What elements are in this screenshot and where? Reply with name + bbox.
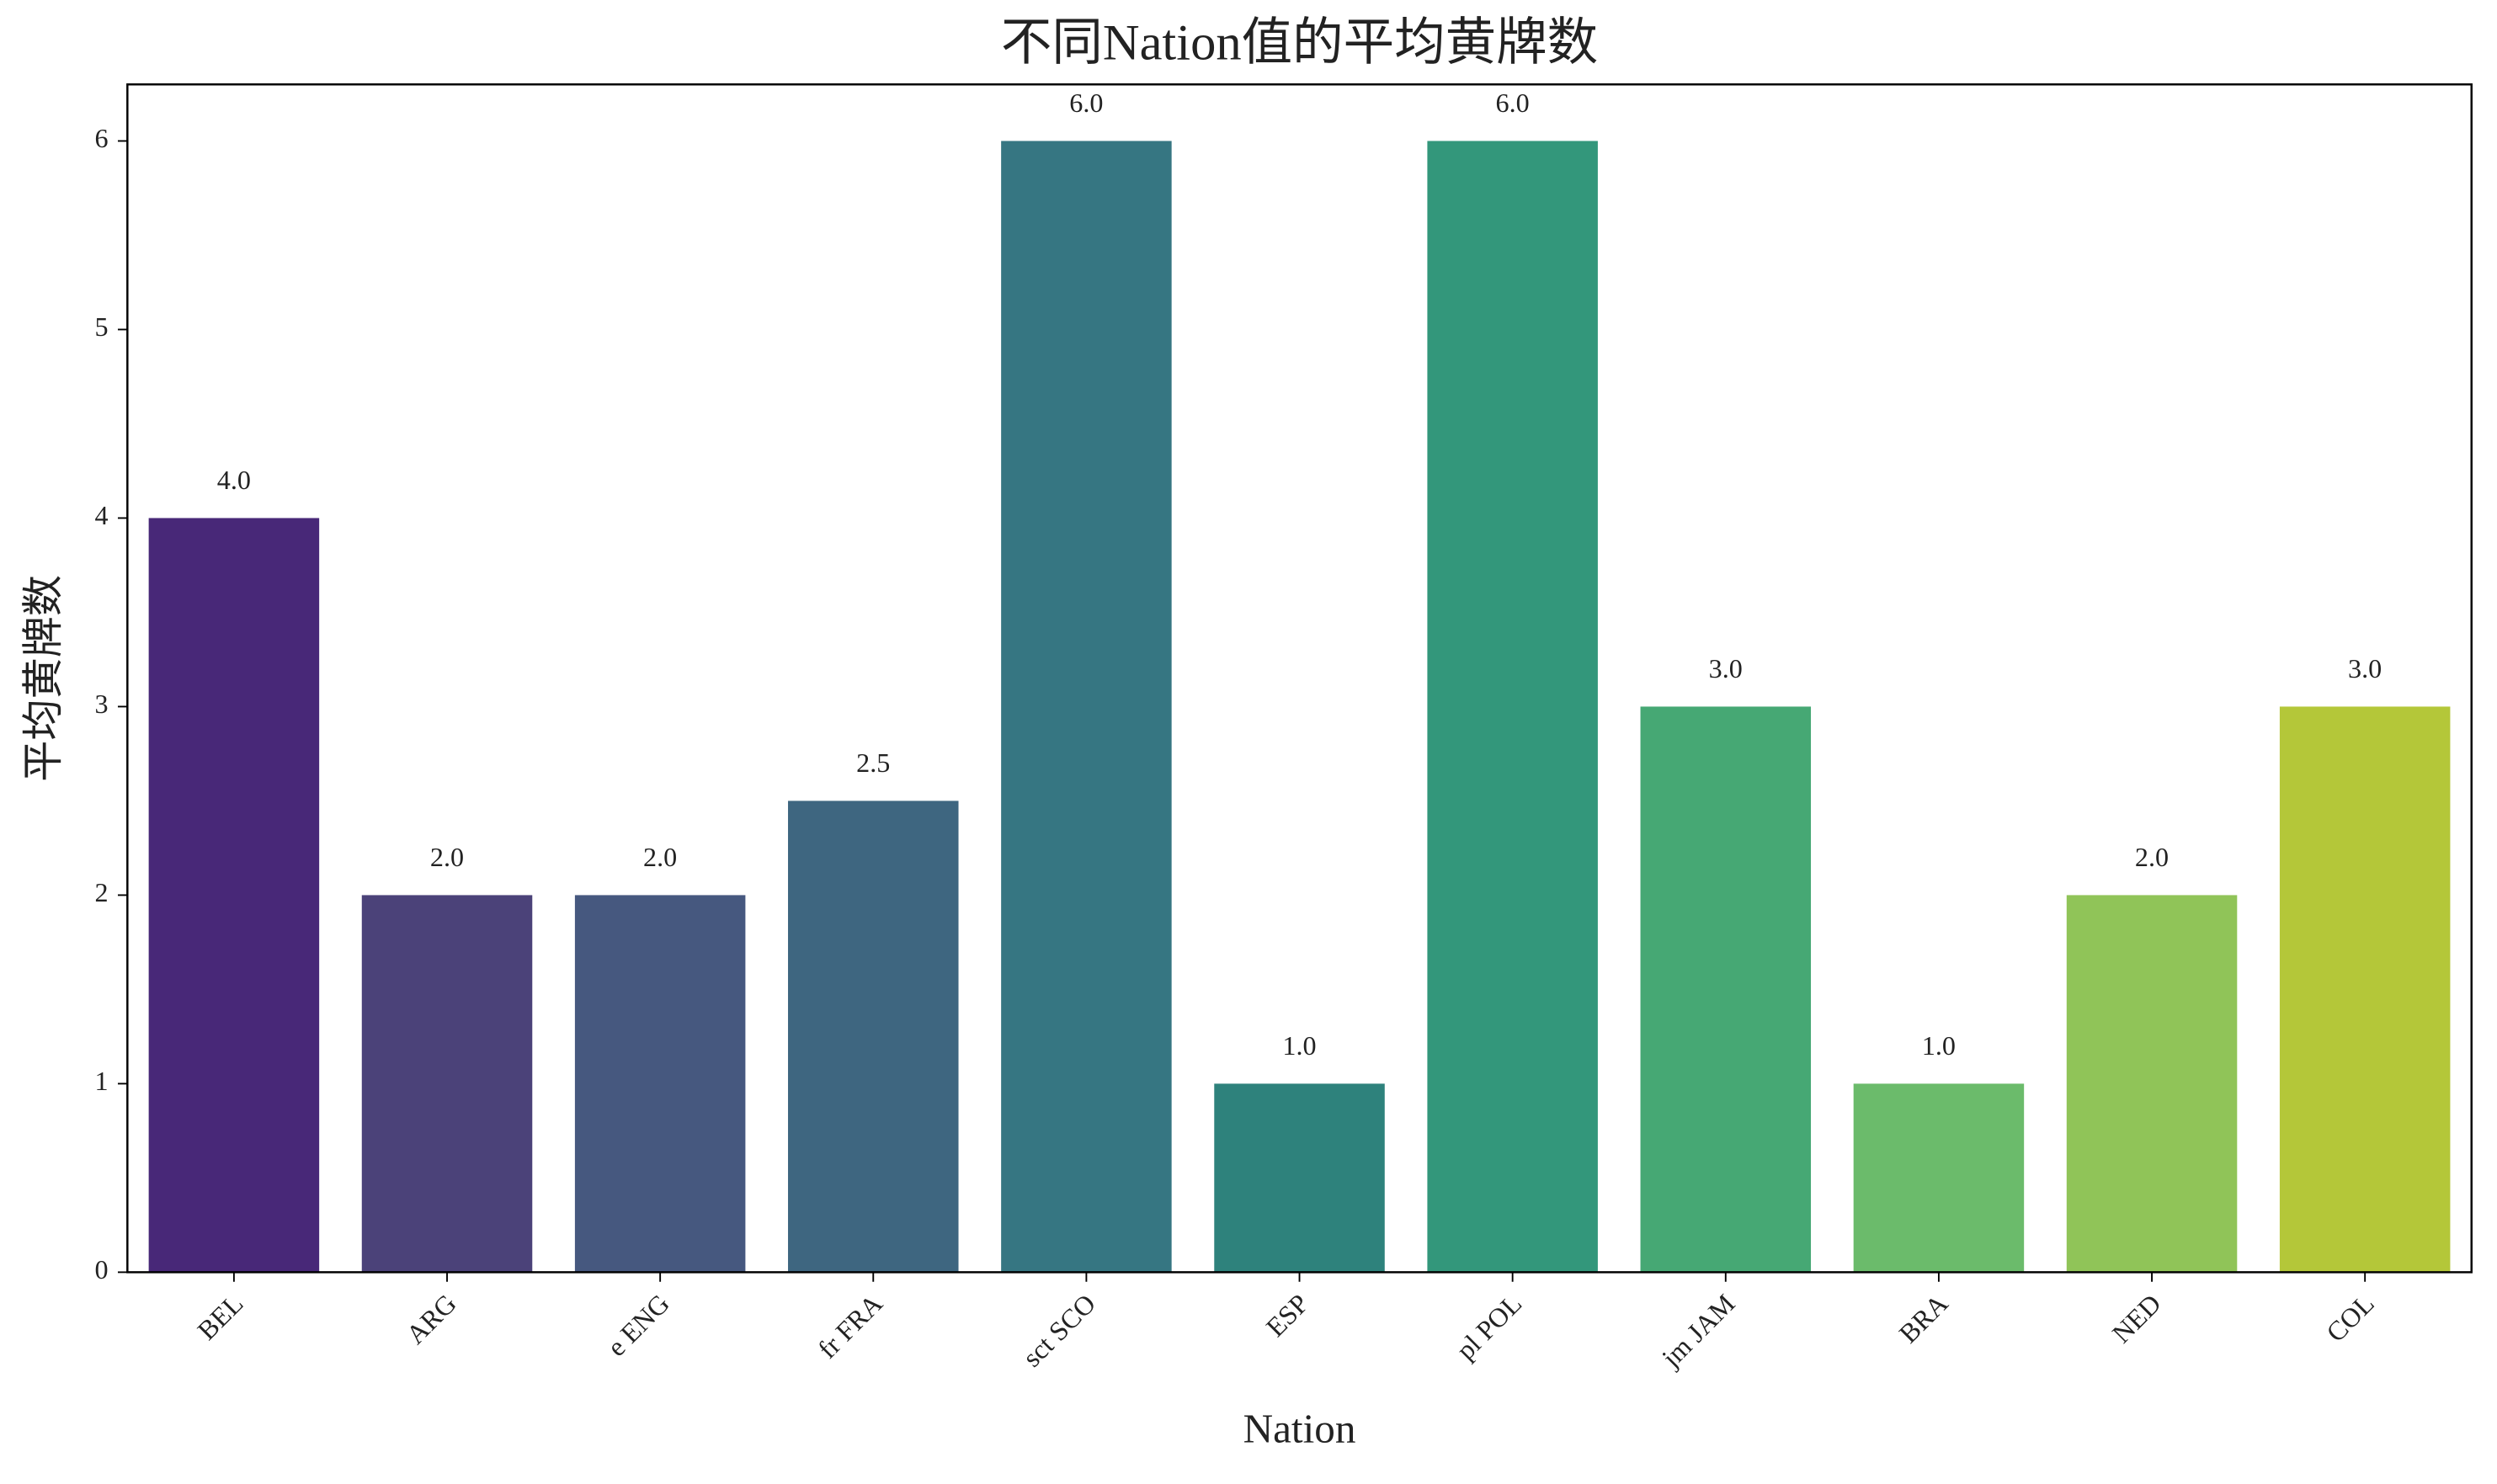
- x-tick-label: BEL: [191, 1288, 248, 1345]
- x-tick-label: COL: [2320, 1288, 2380, 1348]
- bar: [148, 518, 320, 1273]
- bar: [1214, 1083, 1385, 1273]
- x-tick-label: ARG: [400, 1288, 461, 1349]
- bar: [788, 801, 959, 1273]
- y-tick-label: 1: [95, 1066, 109, 1096]
- x-axis-label: Nation: [1243, 1406, 1356, 1452]
- bar: [1427, 141, 1598, 1273]
- y-tick-label: 0: [95, 1254, 109, 1285]
- value-label: 3.0: [2348, 653, 2382, 683]
- bar: [1853, 1083, 2025, 1273]
- bar: [361, 895, 533, 1273]
- x-tick-label: e ENG: [601, 1288, 675, 1362]
- bar: [2279, 706, 2451, 1273]
- bar: [574, 895, 746, 1273]
- value-label: 2.0: [430, 842, 464, 872]
- value-label: 2.0: [643, 842, 677, 872]
- x-tick-label: sct SCO: [1017, 1288, 1102, 1373]
- x-tick-label: NED: [2106, 1288, 2167, 1348]
- bar: [1001, 141, 1172, 1273]
- plot-frame: [126, 83, 2473, 1274]
- value-label: 1.0: [1282, 1030, 1316, 1061]
- y-tick-label: 6: [95, 123, 109, 153]
- value-label: 2.0: [2135, 842, 2169, 872]
- y-tick-label: 2: [95, 877, 109, 907]
- y-tick-label: 4: [95, 500, 109, 530]
- bar: [2066, 895, 2238, 1273]
- x-tick-label: pl POL: [1451, 1288, 1528, 1365]
- value-label: 3.0: [1709, 653, 1743, 683]
- x-tick-label: BRA: [1893, 1288, 1953, 1348]
- value-label: 4.0: [217, 465, 251, 495]
- value-label: 1.0: [1922, 1030, 1956, 1061]
- bar: [1640, 706, 1812, 1273]
- value-label: 6.0: [1069, 88, 1103, 118]
- x-tick-label: jm JAM: [1655, 1288, 1740, 1373]
- y-tick-label: 3: [95, 689, 109, 719]
- y-tick-label: 5: [95, 311, 109, 342]
- y-axis-label: 平均黄牌数: [20, 575, 67, 782]
- x-tick-label: ESP: [1260, 1288, 1315, 1343]
- value-label: 2.5: [856, 747, 890, 778]
- x-tick-label: fr FRA: [812, 1288, 888, 1364]
- value-label: 6.0: [1496, 88, 1530, 118]
- chart-title: 不同Nation值的平均黄牌数: [1001, 15, 1598, 72]
